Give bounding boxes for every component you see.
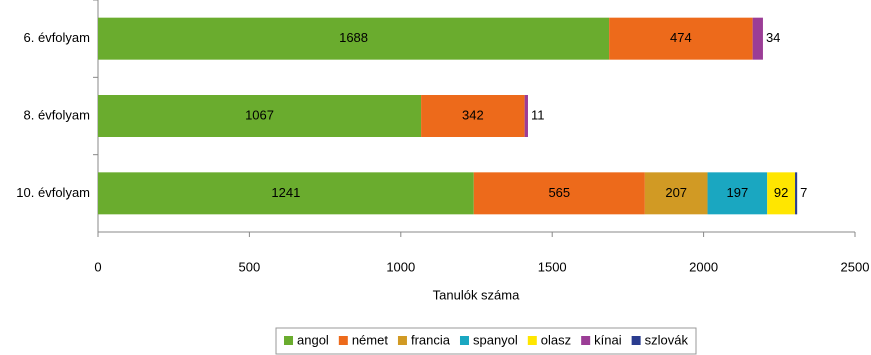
legend-swatch xyxy=(581,336,591,345)
bar-segment xyxy=(707,172,768,215)
legend-box xyxy=(275,327,697,355)
data-label: 565 xyxy=(548,185,570,200)
legend-swatch xyxy=(527,336,537,345)
data-label: 1067 xyxy=(245,107,274,122)
data-label: 342 xyxy=(462,107,484,122)
bar-segment xyxy=(644,172,708,215)
data-label: 92 xyxy=(774,185,788,200)
x-tick-label: 1000 xyxy=(386,259,415,274)
legend-label: francia xyxy=(411,332,451,347)
bar-segment xyxy=(609,17,753,60)
legend-swatch xyxy=(284,336,294,345)
bar-segment xyxy=(98,17,610,60)
y-tick-label: 8. évfolyam xyxy=(24,107,90,122)
legend-label: angol xyxy=(297,332,329,347)
bar-segment xyxy=(524,95,528,137)
data-label: 1688 xyxy=(339,30,368,45)
legend-swatch xyxy=(397,336,407,345)
legend-label: kínai xyxy=(594,332,622,347)
bar-segment xyxy=(752,17,763,60)
data-label: 11 xyxy=(531,107,545,122)
y-tick-label: 6. évfolyam xyxy=(24,30,90,45)
legend-label: spanyol xyxy=(473,332,518,347)
data-label: 1241 xyxy=(271,185,300,200)
bar-segment xyxy=(795,172,798,215)
x-tick-label: 2500 xyxy=(841,259,870,274)
y-tick-label: 10. évfolyam xyxy=(16,185,90,200)
bar-segment xyxy=(767,172,796,215)
x-axis-title: Tanulók száma xyxy=(433,287,520,302)
bar-segment xyxy=(98,172,474,215)
legend-label: szlovák xyxy=(645,332,689,347)
x-tick-label: 500 xyxy=(239,259,261,274)
data-label: 34 xyxy=(766,30,780,45)
bar-segment xyxy=(98,95,422,137)
legend-label: német xyxy=(352,332,389,347)
bar-segment xyxy=(473,172,645,215)
legend-swatch xyxy=(459,336,469,345)
legend: angol német francia spanyol olasz kínai szlová… xyxy=(275,327,697,355)
x-tick-label: 0 xyxy=(94,259,101,274)
data-label: 197 xyxy=(727,185,749,200)
x-tick-label: 1500 xyxy=(538,259,567,274)
data-label: 474 xyxy=(670,30,692,45)
bar-segment xyxy=(421,95,525,137)
legend-swatch xyxy=(338,336,348,345)
legend-swatch xyxy=(631,336,641,345)
x-tick-label: 2000 xyxy=(689,259,718,274)
data-label: 7 xyxy=(800,185,807,200)
data-label: 207 xyxy=(665,185,687,200)
legend-label: olasz xyxy=(541,332,571,347)
